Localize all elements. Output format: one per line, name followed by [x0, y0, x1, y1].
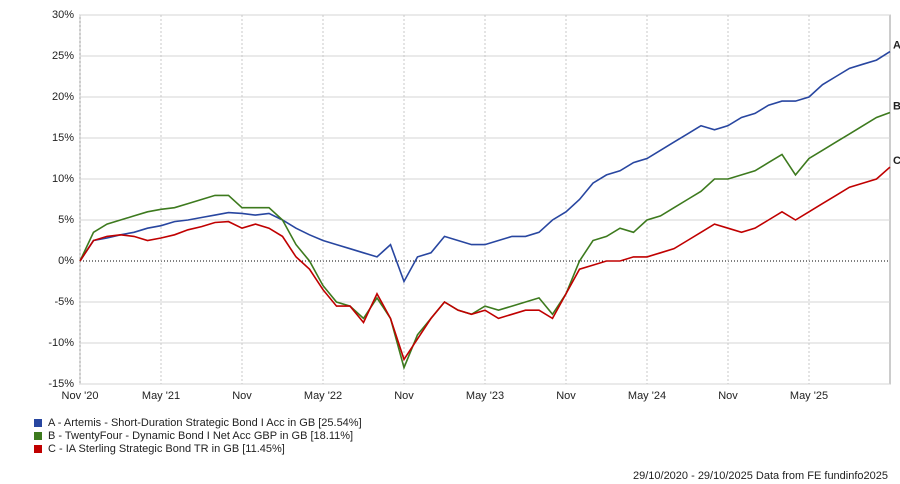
- y-tick-label: 10%: [52, 173, 74, 185]
- end-label: B: [893, 100, 900, 112]
- y-tick-label: 20%: [52, 91, 74, 103]
- x-tick-label: May '25: [790, 390, 828, 402]
- legend-swatch: [34, 432, 42, 440]
- y-tick-label: 0%: [58, 255, 74, 267]
- footer: 29/10/2020 - 29/10/2025 Data from FE fun…: [633, 470, 888, 482]
- y-tick-label: -5%: [54, 296, 74, 308]
- x-tick-label: May '21: [142, 390, 180, 402]
- x-tick-label: Nov: [232, 390, 252, 402]
- legend-label: C - IA Sterling Strategic Bond TR in GB …: [48, 443, 285, 455]
- x-tick-label: May '23: [466, 390, 504, 402]
- x-tick-label: Nov: [394, 390, 414, 402]
- legend-swatch: [34, 419, 42, 427]
- x-tick-label: Nov: [556, 390, 576, 402]
- y-tick-label: 25%: [52, 50, 74, 62]
- y-tick-label: 15%: [52, 132, 74, 144]
- x-tick-label: May '24: [628, 390, 666, 402]
- legend-label: B - TwentyFour - Dynamic Bond I Net Acc …: [48, 430, 353, 442]
- y-tick-label: -10%: [48, 337, 74, 349]
- x-tick-label: Nov: [718, 390, 738, 402]
- series-line: [79, 166, 891, 362]
- legend-label: A - Artemis - Short-Duration Strategic B…: [48, 417, 362, 429]
- y-tick-label: 30%: [52, 9, 74, 21]
- legend-swatch: [34, 445, 42, 453]
- y-tick-label: -15%: [48, 378, 74, 390]
- x-tick-label: May '22: [304, 390, 342, 402]
- y-tick-label: 5%: [58, 214, 74, 226]
- series-line: [79, 50, 891, 284]
- end-label: C: [893, 155, 900, 167]
- series-line: [79, 111, 891, 371]
- end-label: A: [893, 39, 900, 51]
- x-tick-label: Nov '20: [62, 390, 99, 402]
